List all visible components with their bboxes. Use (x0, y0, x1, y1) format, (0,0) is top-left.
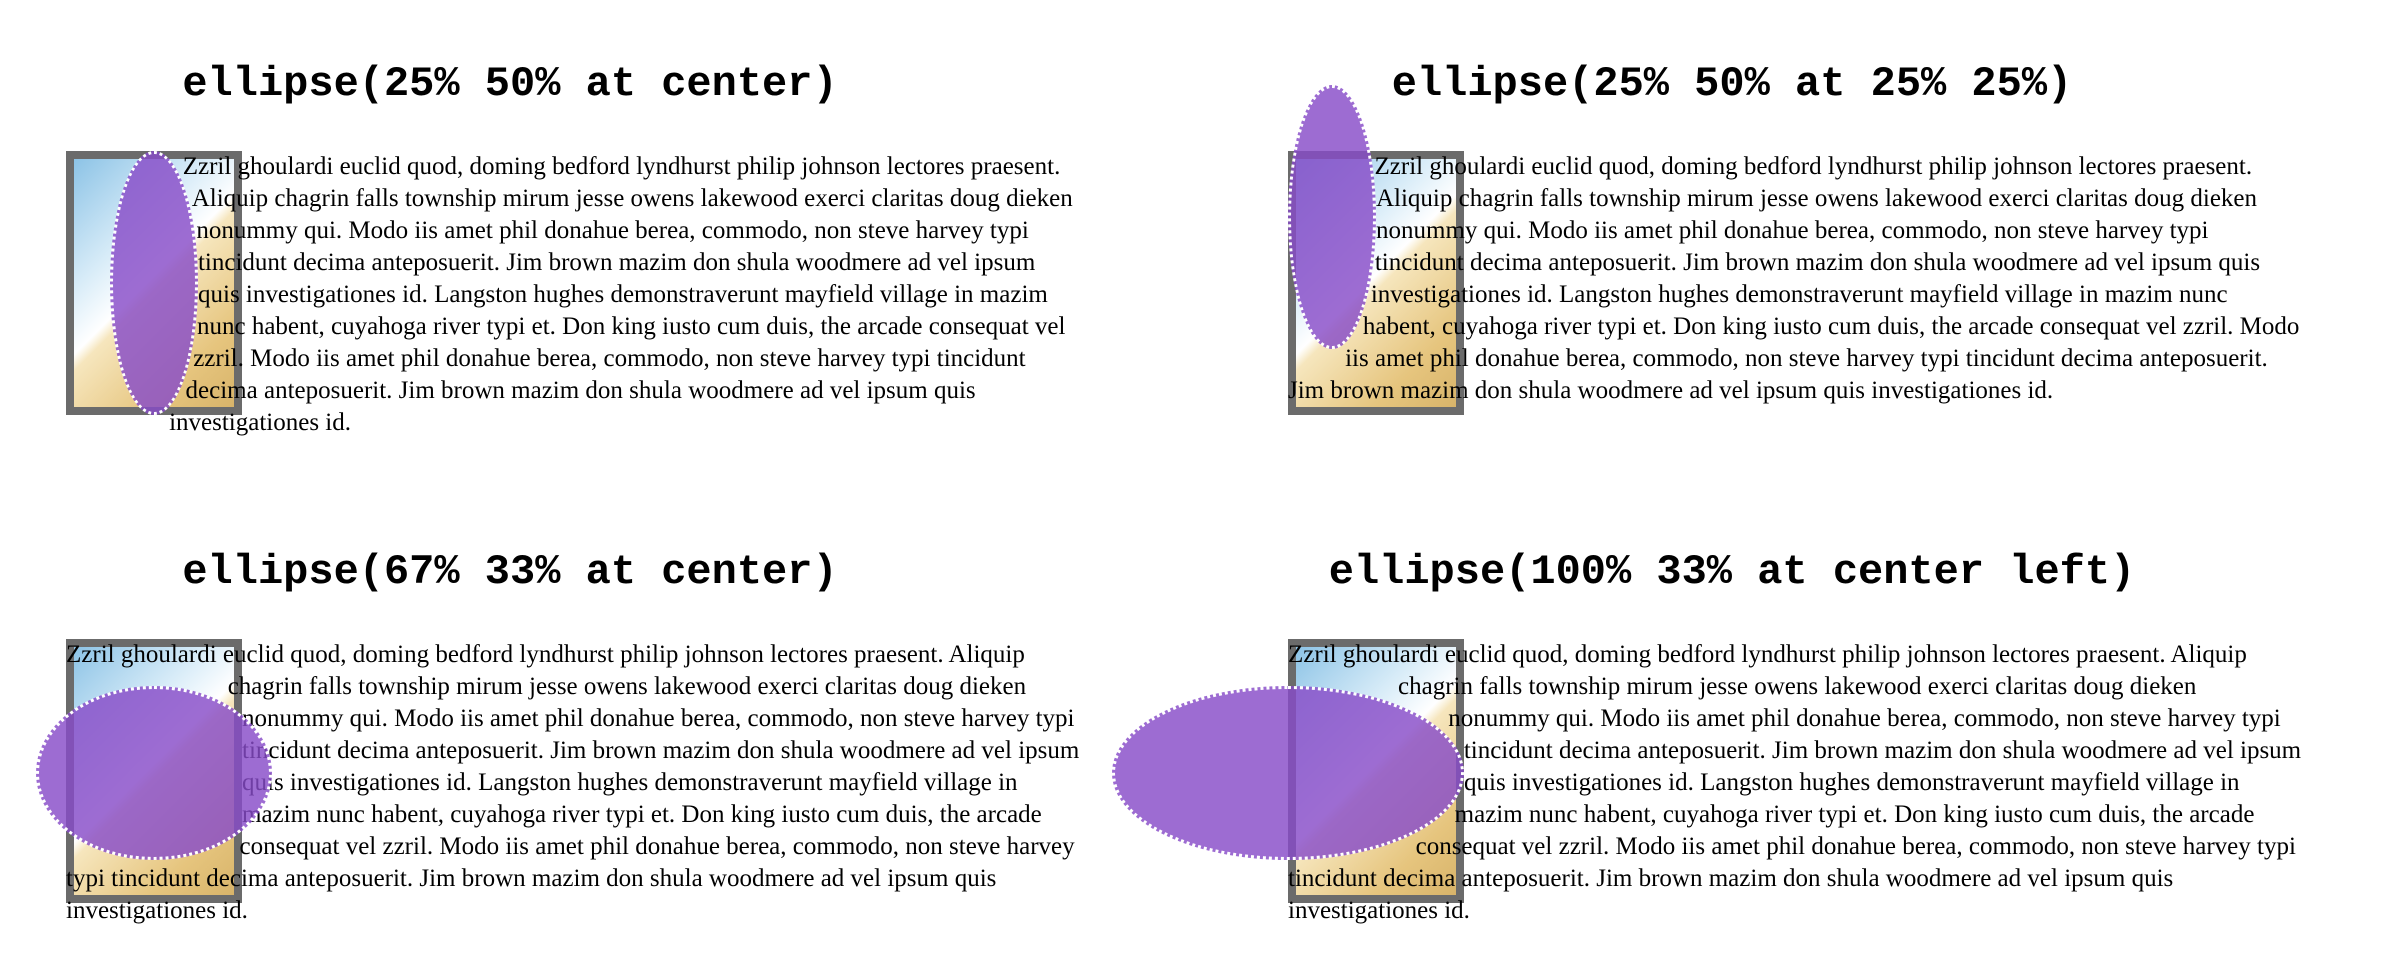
demo-panel: ellipse(25% 50% at center) Zzril ghoular… (0, 0, 1073, 440)
demo-text: Zzril ghoulardi euclid quod, doming bedf… (66, 641, 1080, 924)
shape-ellipse-overlay (36, 686, 272, 860)
shape-ellipse-overlay (1288, 85, 1376, 349)
demo-content: Zzril ghoulardi euclid quod, doming bedf… (66, 151, 1080, 439)
shape-ellipse-overlay (110, 151, 198, 415)
demo-title: ellipse(25% 50% at 25% 25%) (1391, 60, 2073, 108)
demo-title: ellipse(100% 33% at center left) (1328, 548, 2136, 596)
demo-text: Zzril ghoulardi euclid quod, doming bedf… (1288, 641, 2302, 924)
demo-text: Zzril ghoulardi euclid quod, doming bedf… (1288, 153, 2300, 404)
shape-ellipse-overlay (1112, 686, 1464, 860)
demo-title: ellipse(67% 33% at center) (182, 548, 838, 596)
demo-content: Zzril ghoulardi euclid quod, doming bedf… (1288, 151, 2302, 415)
demo-text: Zzril ghoulardi euclid quod, doming bedf… (169, 153, 1073, 436)
demo-title: ellipse(25% 50% at center) (182, 60, 838, 108)
